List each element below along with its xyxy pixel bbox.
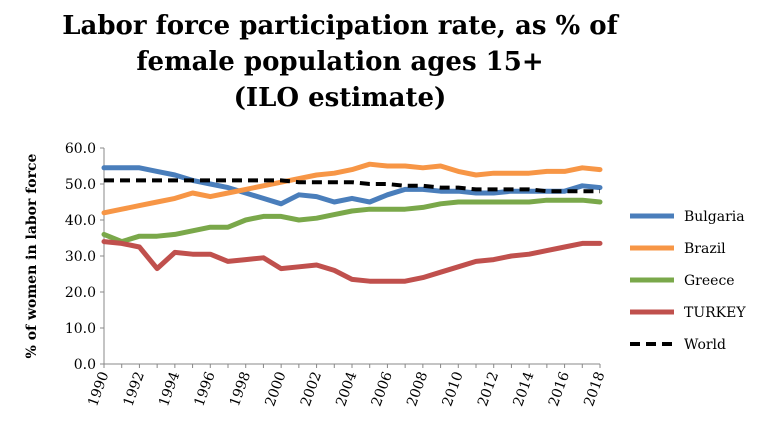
x-tick-label: 2010 <box>440 370 467 409</box>
series-line-world <box>104 178 600 194</box>
legend: Bulgaria Brazil Greece TURKEY World <box>630 209 746 353</box>
chart-title-line-2: female population ages 15+ <box>136 47 544 77</box>
y-axis-label: % of women in labor force <box>24 153 40 358</box>
chart-title-line-1: Labor force participation rate, as % of <box>62 11 618 41</box>
y-tick-label: 30.0 <box>65 249 96 265</box>
x-tick-label: 2008 <box>404 370 431 409</box>
legend-label-world: World <box>684 337 726 353</box>
y-tick-label: 40.0 <box>65 213 96 229</box>
series-line-turkey <box>101 239 603 284</box>
legend-label-bulgaria: Bulgaria <box>684 209 745 225</box>
x-tick-label: 2004 <box>333 370 360 409</box>
x-tick-label: 2000 <box>262 370 289 409</box>
chart-title: Labor force participation rate, as % of … <box>60 8 620 116</box>
series-line-brazil <box>101 161 603 216</box>
x-tick-label: 1990 <box>85 370 112 409</box>
legend-label-turkey: TURKEY <box>684 305 746 321</box>
legend-label-greece: Greece <box>684 273 735 289</box>
y-axis: 0.0 10.0 20.0 30.0 40.0 50.0 60.0 <box>65 141 105 373</box>
x-tick-label: 1994 <box>156 370 183 409</box>
y-tick-label: 20.0 <box>65 285 96 301</box>
x-tick-label: 2006 <box>369 370 396 409</box>
legend-label-brazil: Brazil <box>684 241 726 257</box>
series-lines <box>101 161 603 284</box>
x-tick-label: 1996 <box>192 370 219 409</box>
series-line-greece <box>101 197 603 245</box>
x-axis: 1990 1992 1994 1996 1998 2000 2002 2004 2006 2008… <box>85 363 608 409</box>
x-tick-label: 2018 <box>581 370 608 409</box>
y-tick-label: 60.0 <box>65 141 96 157</box>
chart-title-line-3: (ILO estimate) <box>233 83 447 113</box>
y-tick-label: 0.0 <box>74 357 96 373</box>
x-tick-label: 2014 <box>510 370 537 409</box>
y-tick-label: 50.0 <box>65 177 96 193</box>
y-tick-label: 10.0 <box>65 321 96 337</box>
x-tick-label: 2012 <box>475 370 502 409</box>
x-tick-label: 1998 <box>227 370 254 409</box>
x-tick-label: 2016 <box>546 370 573 409</box>
x-tick-label: 1992 <box>121 370 148 409</box>
x-tick-label: 2002 <box>298 370 325 409</box>
